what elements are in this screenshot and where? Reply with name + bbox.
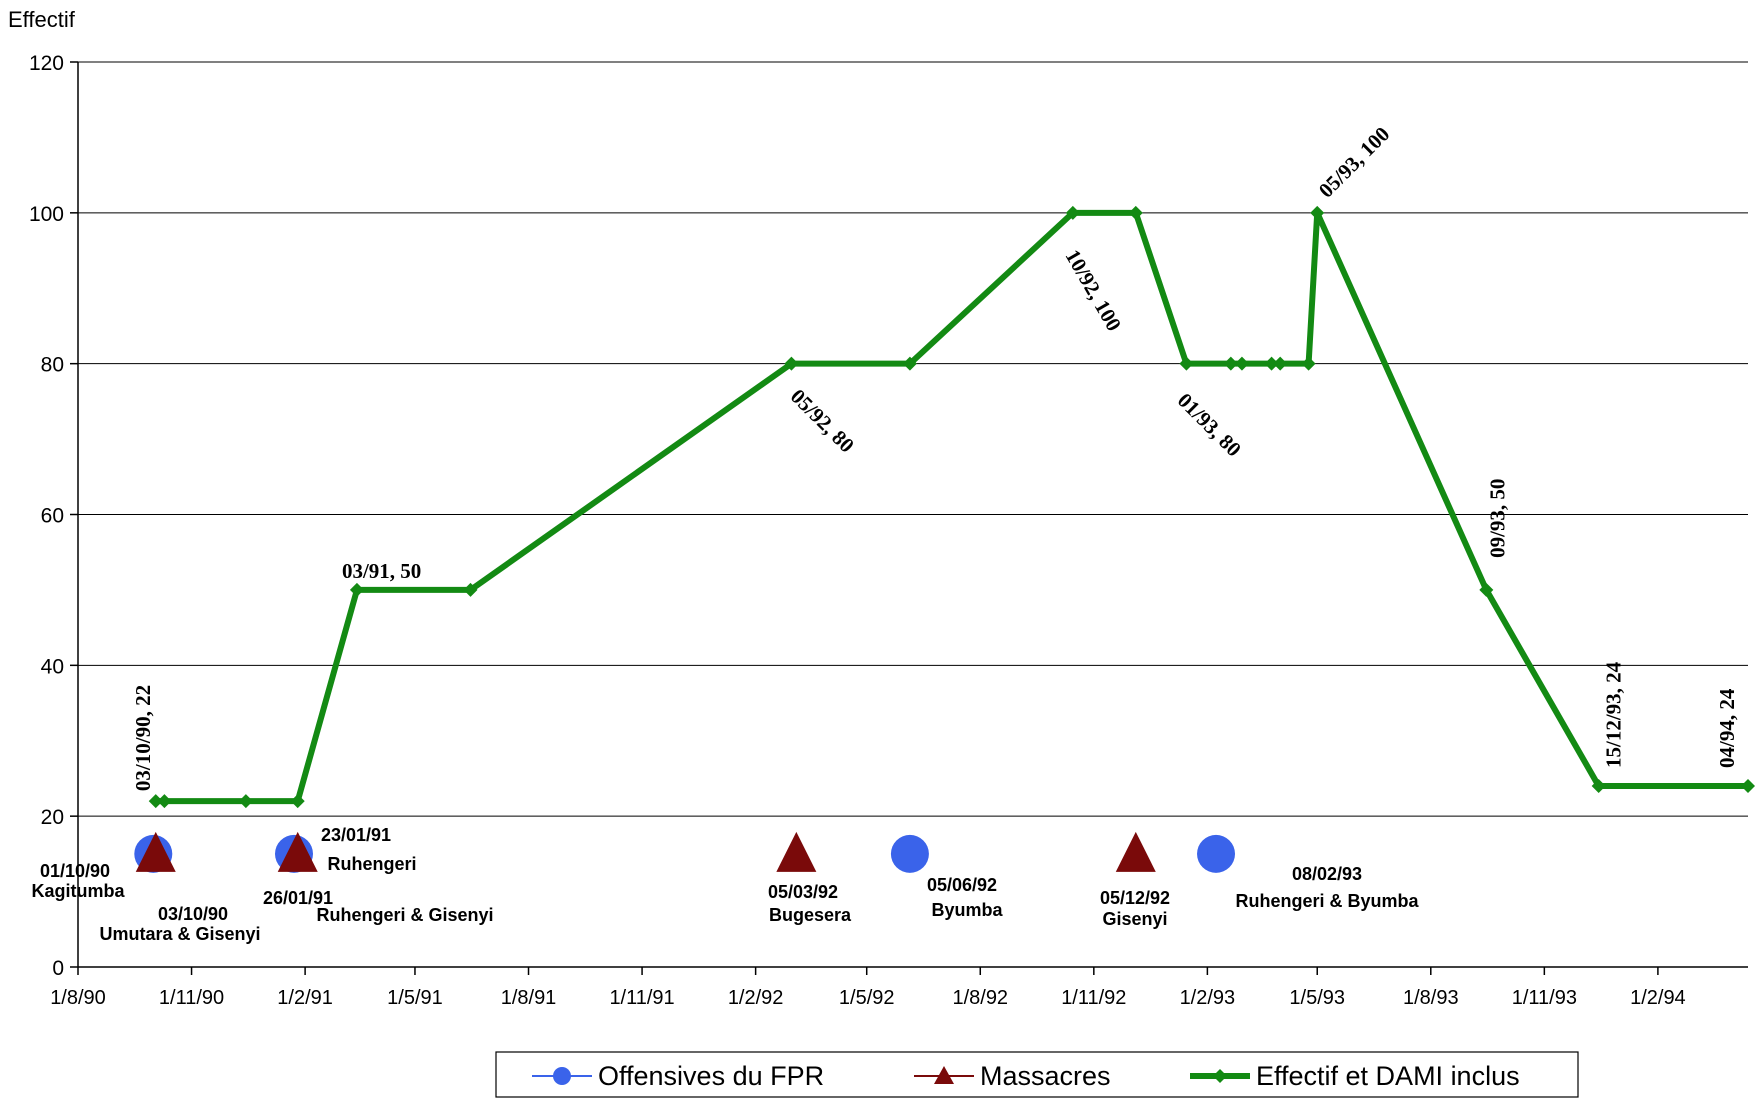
point-marker-effectif bbox=[1273, 356, 1288, 371]
data-label: 05/93, 100 bbox=[1314, 122, 1394, 202]
event-annotation: 08/02/93 bbox=[1292, 864, 1362, 884]
x-tick-label: 1/8/91 bbox=[501, 987, 557, 1009]
point-marker-effectif bbox=[1264, 356, 1279, 371]
y-axis-title: Effectif bbox=[8, 7, 76, 32]
data-label: 10/92, 100 bbox=[1061, 245, 1127, 335]
x-tick-label: 1/11/91 bbox=[609, 987, 674, 1009]
x-tick-label: 1/8/92 bbox=[952, 987, 1008, 1009]
series-line-effectif bbox=[155, 209, 1748, 805]
event-annotation: Byumba bbox=[931, 900, 1003, 920]
event-annotation: 03/10/90 bbox=[158, 904, 228, 924]
x-tick-label: 1/8/90 bbox=[50, 987, 106, 1009]
point-marker-effectif bbox=[1065, 205, 1080, 220]
event-annotation: 05/06/92 bbox=[927, 875, 997, 895]
y-tick-label: 80 bbox=[41, 354, 64, 377]
legend-marker-triangle bbox=[934, 1066, 954, 1084]
event-annotation: Ruhengeri & Gisenyi bbox=[316, 905, 493, 925]
y-tick-label: 120 bbox=[29, 52, 64, 75]
gridlines bbox=[78, 61, 1748, 817]
x-tick-label: 1/2/94 bbox=[1630, 987, 1686, 1009]
event-markers bbox=[134, 831, 1236, 873]
legend-label: Offensives du FPR bbox=[598, 1061, 824, 1091]
event-annotation: 05/12/92 bbox=[1100, 888, 1170, 908]
offensive-marker bbox=[890, 834, 929, 873]
point-marker-effectif bbox=[1741, 779, 1755, 793]
x-tick-label: 1/11/93 bbox=[1512, 987, 1577, 1009]
series-effectif bbox=[148, 205, 1755, 809]
y-tick-label: 40 bbox=[41, 655, 64, 678]
point-marker-effectif bbox=[784, 356, 799, 371]
y-tick-label: 60 bbox=[41, 505, 64, 528]
x-tick-label: 1/11/90 bbox=[159, 987, 224, 1009]
data-label: 03/91, 50 bbox=[342, 559, 421, 583]
offensive-marker bbox=[1197, 834, 1236, 873]
event-annotation: Kagitumba bbox=[31, 881, 125, 901]
event-annotation: 23/01/91 bbox=[321, 825, 391, 845]
point-marker-effectif bbox=[463, 582, 478, 597]
data-label: 09/93, 50 bbox=[1485, 479, 1509, 558]
legend-label: Massacres bbox=[980, 1061, 1111, 1091]
point-marker-effectif bbox=[1301, 356, 1316, 371]
x-tick-label: 1/2/92 bbox=[728, 987, 784, 1009]
legend: Offensives du FPR Massacres Effectif et DA… bbox=[495, 1051, 1579, 1098]
point-marker-effectif bbox=[148, 794, 163, 809]
x-axis-ticks: 1/8/90 1/11/90 1/2/91 1/5/91 1/8/91 1/11/91 1/… bbox=[50, 967, 1686, 1009]
data-label: 15/12/93, 24 bbox=[1602, 661, 1626, 768]
point-marker-effectif bbox=[1591, 779, 1606, 793]
data-labels: 03/10/90, 22 03/91, 50 05/92, 80 10/92, 100… bbox=[131, 122, 1739, 791]
point-marker-effectif bbox=[902, 356, 917, 371]
massacre-marker bbox=[135, 831, 176, 872]
event-annotation: Umutara & Gisenyi bbox=[99, 924, 260, 944]
massacre-marker bbox=[1115, 831, 1156, 872]
point-marker-effectif bbox=[238, 794, 253, 809]
x-tick-label: 1/2/91 bbox=[277, 987, 333, 1009]
event-annotation: 01/10/90 bbox=[40, 861, 110, 881]
x-tick-label: 1/5/93 bbox=[1289, 987, 1345, 1009]
point-marker-effectif bbox=[1310, 205, 1325, 220]
point-marker-effectif bbox=[157, 794, 172, 809]
legend-label: Effectif et DAMI inclus bbox=[1256, 1061, 1520, 1091]
massacre-marker bbox=[776, 831, 817, 872]
event-annotation: Gisenyi bbox=[1102, 909, 1167, 929]
massacre-marker bbox=[277, 831, 318, 872]
point-marker-effectif bbox=[1234, 356, 1249, 371]
y-tick-label: 100 bbox=[29, 203, 64, 226]
event-annotation: Ruhengeri & Byumba bbox=[1235, 891, 1419, 911]
event-annotation: Bugesera bbox=[769, 905, 852, 925]
point-marker-effectif bbox=[1128, 205, 1143, 220]
x-tick-label: 1/2/93 bbox=[1180, 987, 1236, 1009]
event-annotation: 05/03/92 bbox=[768, 882, 838, 902]
point-marker-effectif bbox=[1179, 356, 1194, 371]
x-tick-label: 1/5/91 bbox=[387, 987, 443, 1009]
point-marker-effectif bbox=[1223, 356, 1238, 371]
point-marker-effectif bbox=[290, 794, 305, 809]
event-annotation: Ruhengeri bbox=[327, 854, 416, 874]
data-label: 03/10/90, 22 bbox=[131, 685, 155, 791]
event-annotation: 26/01/91 bbox=[263, 888, 333, 908]
x-tick-label: 1/8/93 bbox=[1403, 987, 1459, 1009]
y-tick-label: 20 bbox=[41, 806, 64, 829]
data-label: 05/92, 80 bbox=[786, 384, 859, 457]
legend-box bbox=[495, 1051, 1579, 1098]
legend-marker-diamond bbox=[1213, 1069, 1227, 1083]
y-axis-ticks: 0 20 40 60 80 100 120 bbox=[29, 52, 78, 980]
data-label: 04/94, 24 bbox=[1715, 688, 1739, 768]
data-label: 01/93, 80 bbox=[1173, 388, 1246, 461]
point-marker-effectif bbox=[1479, 582, 1494, 597]
x-tick-label: 1/5/92 bbox=[839, 987, 895, 1009]
y-tick-label: 0 bbox=[52, 957, 64, 980]
point-marker-effectif bbox=[349, 582, 364, 597]
x-tick-label: 1/11/92 bbox=[1061, 987, 1126, 1009]
legend-marker-circle bbox=[553, 1067, 571, 1085]
